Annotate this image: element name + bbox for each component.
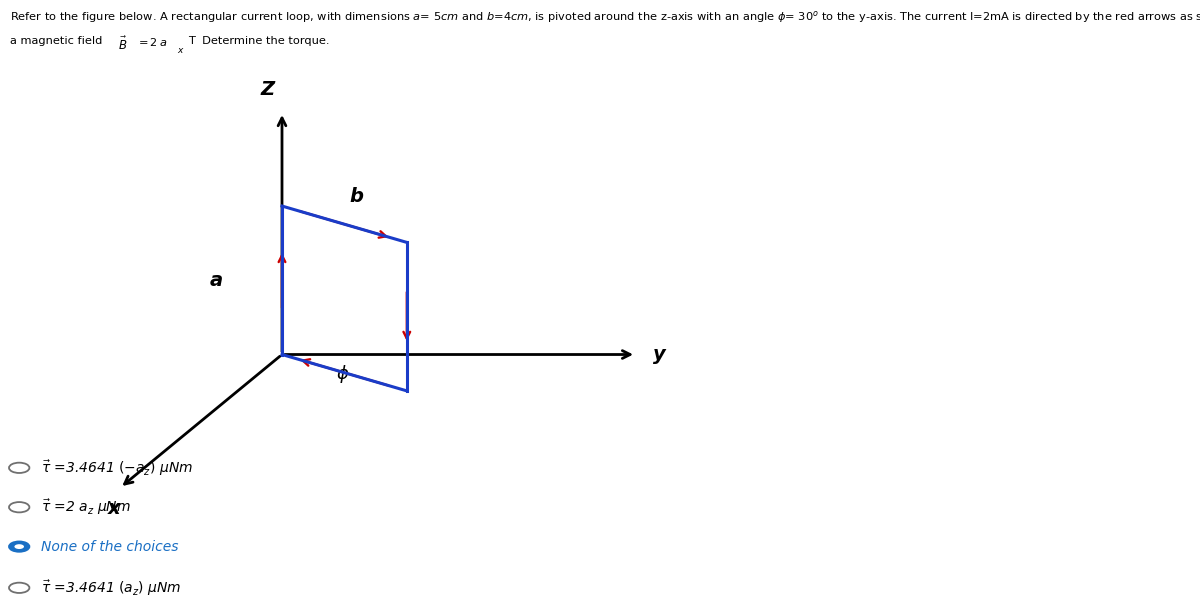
Circle shape <box>8 502 29 512</box>
Text: $\vec{\tau}$ =3.4641 $(a_z)$ $\mu$Nm: $\vec{\tau}$ =3.4641 $(a_z)$ $\mu$Nm <box>41 578 181 598</box>
Text: Z: Z <box>260 80 275 99</box>
Circle shape <box>8 583 29 593</box>
Text: x: x <box>108 499 120 518</box>
Text: T  Determine the torque.: T Determine the torque. <box>188 36 330 47</box>
Text: Refer to the figure below. A rectangular current loop, with dimensions $a$= 5$cm: Refer to the figure below. A rectangular… <box>10 9 1200 25</box>
Text: a: a <box>210 271 222 290</box>
Text: x: x <box>178 46 182 55</box>
Text: y: y <box>653 345 666 364</box>
Text: b: b <box>349 187 364 206</box>
Text: a magnetic field: a magnetic field <box>10 36 106 47</box>
Text: $\vec{B}$: $\vec{B}$ <box>118 36 127 53</box>
Text: ϕ: ϕ <box>336 365 348 383</box>
Text: $=2\,a$: $=2\,a$ <box>136 36 167 48</box>
Text: None of the choices: None of the choices <box>41 539 179 554</box>
Circle shape <box>8 542 29 551</box>
Text: $\vec{\tau}$ =3.4641 $(-a_z)$ $\mu$Nm: $\vec{\tau}$ =3.4641 $(-a_z)$ $\mu$Nm <box>41 458 193 478</box>
Circle shape <box>8 463 29 473</box>
Circle shape <box>14 544 24 549</box>
Text: $\vec{\tau}$ =2 $a_z$ $\mu$Nm: $\vec{\tau}$ =2 $a_z$ $\mu$Nm <box>41 498 131 517</box>
